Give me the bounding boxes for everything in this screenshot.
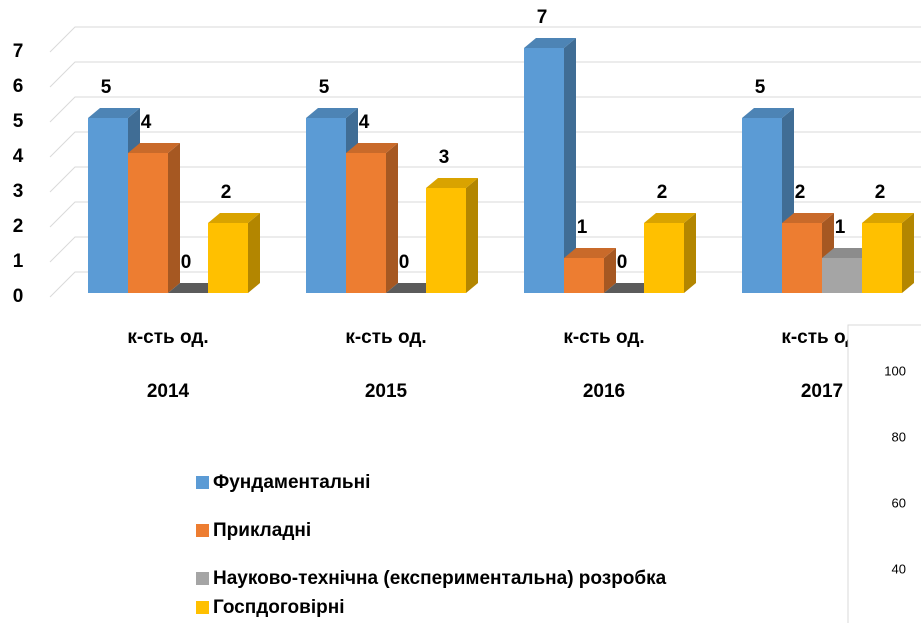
y-tick-label: 100	[884, 363, 906, 378]
bar	[306, 118, 346, 293]
data-label: 0	[399, 252, 410, 273]
bar-top	[386, 283, 438, 293]
grid-line	[49, 201, 921, 228]
bar	[208, 223, 248, 293]
y-tick-label: 80	[892, 429, 906, 444]
bar-top	[822, 248, 874, 258]
bar-top	[306, 108, 358, 118]
y-tick-label: 40	[892, 561, 906, 576]
y-tick-label: 7	[13, 41, 24, 62]
x-tick-label: 2015	[365, 381, 408, 402]
bar-side	[564, 38, 576, 293]
y-tick-label: 3	[13, 181, 24, 202]
x-sublabel: к-сть од.	[781, 327, 862, 348]
data-label: 0	[617, 252, 628, 273]
legend-swatch	[196, 476, 209, 489]
grid-line	[49, 96, 921, 123]
bar	[862, 223, 902, 293]
data-label: 5	[755, 77, 766, 98]
bar-side	[684, 213, 696, 293]
bar	[426, 188, 466, 293]
bar-top	[644, 213, 696, 223]
bar-top	[862, 213, 914, 223]
bar	[128, 153, 168, 293]
bar	[782, 223, 822, 293]
legend-label: Прикладні	[213, 520, 311, 541]
legend-swatch	[196, 572, 209, 585]
data-label: 0	[181, 252, 192, 273]
data-label: 2	[795, 182, 806, 203]
bar-top	[128, 143, 180, 153]
bar-top	[782, 213, 834, 223]
x-sublabel: к-сть од.	[563, 327, 644, 348]
data-label: 3	[439, 147, 450, 168]
bar-side	[248, 213, 260, 293]
bar-top	[742, 108, 794, 118]
bar-top	[88, 108, 140, 118]
data-label: 5	[101, 77, 112, 98]
grid-line	[49, 166, 921, 193]
bar-side	[466, 178, 478, 293]
bar	[644, 223, 684, 293]
bar-top	[346, 143, 398, 153]
bar	[346, 153, 386, 293]
bar-top	[426, 178, 478, 188]
inset-chart	[847, 324, 921, 623]
bar-top	[524, 38, 576, 48]
grid-line	[49, 131, 921, 158]
grid-line	[49, 61, 921, 88]
data-label: 2	[657, 182, 668, 203]
bar-top	[564, 248, 616, 258]
data-label: 4	[359, 112, 370, 133]
bar	[88, 118, 128, 293]
legend-label: Фундаментальні	[213, 472, 370, 493]
bar-side	[168, 143, 180, 293]
data-label: 1	[835, 217, 846, 238]
bar	[742, 118, 782, 293]
bar	[524, 48, 564, 293]
x-sublabel: к-сть од.	[127, 327, 208, 348]
y-tick-label: 6	[13, 76, 24, 97]
bar-side	[604, 248, 616, 293]
grid-line	[49, 26, 921, 53]
legend-label: Науково-технічна (експериментальна) розр…	[213, 568, 667, 589]
legend-label: Госпдоговірні	[213, 597, 344, 618]
data-label: 1	[577, 217, 588, 238]
data-label: 5	[319, 77, 330, 98]
y-tick-label: 0	[13, 286, 24, 307]
legend-swatch	[196, 601, 209, 614]
y-tick-label: 4	[13, 146, 24, 167]
x-tick-label: 2016	[583, 381, 625, 402]
bar-side	[386, 143, 398, 293]
bar-side	[902, 213, 914, 293]
grid-line	[49, 236, 921, 263]
y-tick-label: 1	[13, 251, 24, 272]
grid-line	[49, 271, 921, 298]
data-label: 2	[221, 182, 232, 203]
x-sublabel: к-сть од.	[345, 327, 426, 348]
data-label: 7	[537, 7, 548, 28]
y-tick-label: 5	[13, 111, 24, 132]
bar	[822, 258, 862, 293]
bar-top	[168, 283, 220, 293]
x-tick-label: 2017	[801, 381, 843, 402]
legend-swatch	[196, 524, 209, 537]
y-tick-label: 2	[13, 216, 24, 237]
y-tick-label: 60	[892, 495, 906, 510]
bar	[564, 258, 604, 293]
bar-top	[604, 283, 656, 293]
data-label: 4	[141, 112, 152, 133]
bar-top	[208, 213, 260, 223]
x-tick-label: 2014	[147, 381, 190, 402]
data-label: 2	[875, 182, 886, 203]
